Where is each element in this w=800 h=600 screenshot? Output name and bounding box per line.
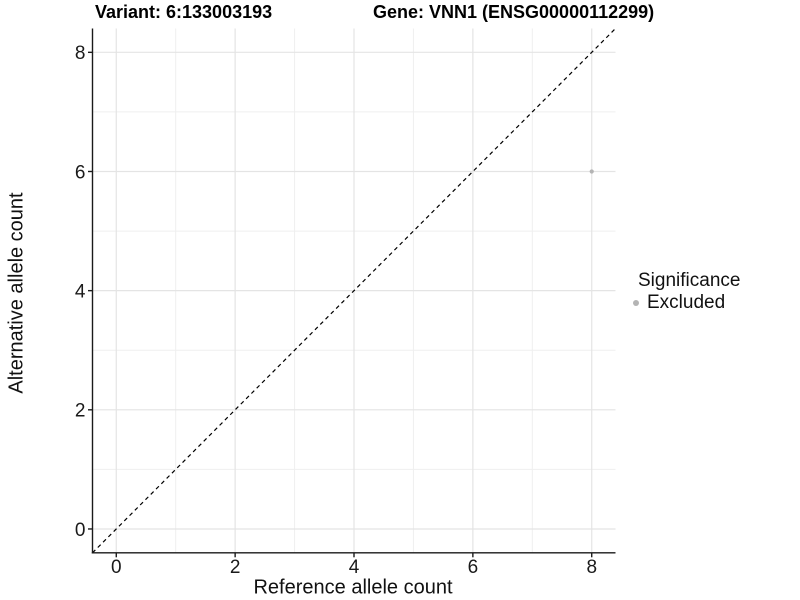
x-tick-label: 6: [468, 557, 479, 578]
legend: Significance Excluded: [628, 270, 740, 314]
y-tick-label: 4: [75, 281, 86, 302]
data-point: [589, 169, 594, 174]
identity-line: [92, 28, 616, 554]
y-axis-title: Alternative allele count: [5, 192, 28, 394]
variant-title: Variant: 6:133003193: [95, 2, 273, 22]
y-tick-label: 0: [75, 520, 86, 541]
legend-item: Excluded: [633, 292, 740, 314]
x-axis-title: Reference allele count: [253, 576, 453, 599]
y-tick-label: 8: [75, 43, 86, 64]
legend-item-label: Excluded: [647, 292, 726, 313]
x-tick-label: 8: [586, 557, 597, 578]
legend-title: Significance: [638, 270, 741, 291]
x-tick-label: 4: [349, 557, 360, 578]
x-tick-label: 2: [230, 557, 241, 578]
y-tick-label: 2: [75, 401, 86, 422]
x-tick-label: 0: [111, 557, 122, 578]
legend-dot-icon: [633, 300, 639, 306]
y-tick-label: 6: [75, 162, 86, 183]
gene-title: Gene: VNN1 (ENSG00000112299): [373, 2, 655, 22]
